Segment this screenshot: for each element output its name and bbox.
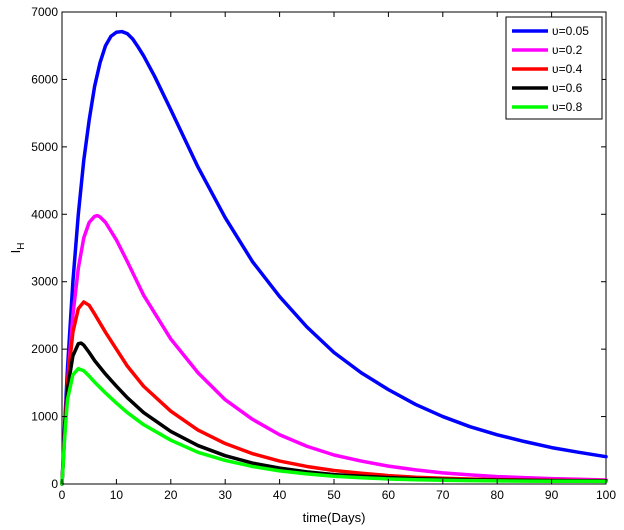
y-tick-label: 1000 bbox=[31, 410, 58, 424]
y-tick-label: 5000 bbox=[31, 140, 58, 154]
x-tick-label: 50 bbox=[327, 488, 341, 502]
series-line-1 bbox=[60, 213, 608, 486]
y-tick-label: 3000 bbox=[31, 275, 58, 289]
y-axis-label: IH bbox=[8, 243, 27, 254]
x-tick-label: 10 bbox=[110, 488, 124, 502]
y-tick-label: 2000 bbox=[31, 342, 58, 356]
legend-label-1: υ=0.2 bbox=[552, 43, 583, 57]
legend: υ=0.05 υ=0.2 υ=0.4 υ=0.6 υ=0.8 bbox=[505, 16, 603, 120]
legend-label-3: υ=0.6 bbox=[552, 81, 583, 95]
x-tick-label: 80 bbox=[491, 488, 505, 502]
y-axis-label-subscript: H bbox=[16, 243, 27, 250]
y-axis-label-main: I bbox=[8, 250, 23, 254]
svg-text:IH: IH bbox=[8, 243, 27, 254]
y-tick-label: 6000 bbox=[31, 72, 58, 86]
axis-label-layer: time(Days) IH bbox=[8, 243, 365, 525]
x-tick-label: 60 bbox=[382, 488, 396, 502]
x-tick-label: 70 bbox=[436, 488, 450, 502]
series-line-4 bbox=[60, 366, 608, 486]
x-tick-label: 20 bbox=[164, 488, 178, 502]
legend-label-0: υ=0.05 bbox=[552, 24, 589, 38]
tick-layer: 0 10 20 30 40 50 60 70 80 90 100010002000300040005… bbox=[31, 5, 616, 502]
x-tick-label: 0 bbox=[59, 488, 66, 502]
x-tick-label: 100 bbox=[596, 488, 616, 502]
legend-label-2: υ=0.4 bbox=[552, 62, 583, 76]
y-tick-label: 0 bbox=[51, 477, 58, 491]
y-tick-label: 7000 bbox=[31, 5, 58, 19]
x-tick-label: 40 bbox=[273, 488, 287, 502]
x-axis-label: time(Days) bbox=[303, 510, 366, 525]
y-tick-label: 4000 bbox=[31, 207, 58, 221]
series-line-0 bbox=[60, 29, 608, 486]
x-tick-label: 30 bbox=[219, 488, 233, 502]
x-tick-label: 90 bbox=[545, 488, 559, 502]
series-layer bbox=[60, 29, 608, 486]
legend-label-4: υ=0.8 bbox=[552, 100, 583, 114]
